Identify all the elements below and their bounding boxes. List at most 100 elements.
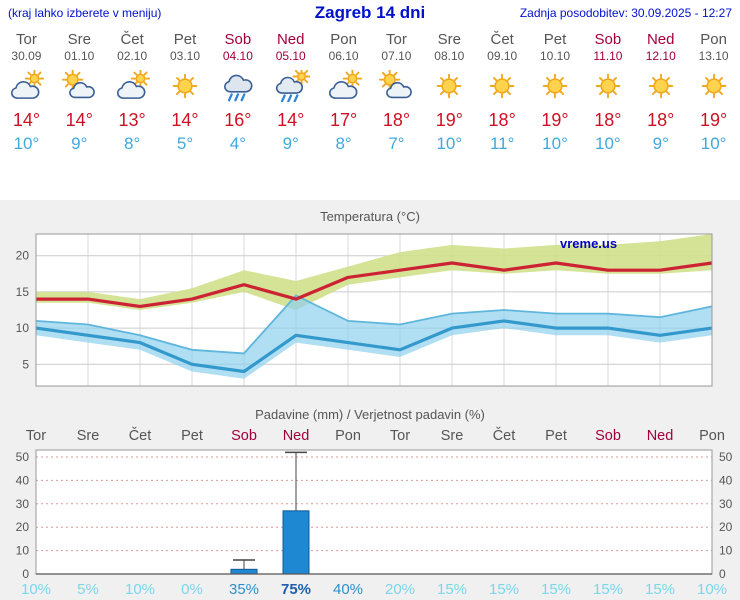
day-date: 30.09 xyxy=(11,49,42,63)
day-temp-max: 18° xyxy=(594,110,622,130)
day-name: Sre xyxy=(437,31,461,48)
precip-probability: 10% xyxy=(125,581,155,598)
precip-probability: 35% xyxy=(229,581,259,598)
precip-y-tick-left: 20 xyxy=(16,520,30,534)
sunny-icon xyxy=(172,73,198,99)
day-column: Pet 03.10 14° 5° xyxy=(159,26,212,174)
precip-day-label: Čet xyxy=(493,427,516,444)
weather-icon-slot xyxy=(106,70,159,106)
cloud-sun-icon xyxy=(11,70,45,99)
page-title: Zagreb 14 dni xyxy=(314,3,426,22)
day-name: Tor xyxy=(386,31,407,48)
day-date: 04.10 xyxy=(222,49,253,63)
day-name: Sob xyxy=(594,31,622,48)
sunny-icon xyxy=(489,73,515,99)
temp-y-tick: 15 xyxy=(16,285,30,299)
precip-y-tick-right: 40 xyxy=(719,473,733,487)
min-temperature-line xyxy=(35,319,713,374)
weather-icon-slot xyxy=(159,70,212,106)
sunny-icon xyxy=(542,73,568,99)
temperature-chart: 5 10 15 20 vreme.us xyxy=(16,233,713,387)
precip-y-tick-left: 30 xyxy=(16,497,30,511)
precip-y-tick-right: 30 xyxy=(719,497,733,511)
day-date: 09.10 xyxy=(487,49,518,63)
day-temp-min: 4° xyxy=(229,134,246,153)
day-date: 01.10 xyxy=(64,49,95,63)
day-temp-max: 19° xyxy=(541,110,569,130)
precip-day-label: Sre xyxy=(77,428,100,444)
day-column: Sob 04.10 16° 4° xyxy=(211,26,264,174)
day-temp-min: 10° xyxy=(595,134,621,153)
day-temp-max: 14° xyxy=(12,110,41,130)
precip-y-tick-right: 10 xyxy=(719,544,733,558)
day-temp-min: 7° xyxy=(388,134,405,153)
day-name: Čet xyxy=(120,31,144,48)
sunny-icon xyxy=(437,73,462,99)
temp-y-tick: 20 xyxy=(16,249,30,263)
day-column: Ned 05.10 14° 9° xyxy=(264,26,317,174)
precip-day-label: Tor xyxy=(26,428,46,444)
precip-y-tick-right: 50 xyxy=(719,450,733,464)
precip-day-label: Sre xyxy=(441,428,464,444)
weather-icon-slot xyxy=(264,70,317,106)
weather-icon-slot xyxy=(0,70,53,106)
day-temp-max: 14° xyxy=(171,110,199,130)
day-temp-max: 19° xyxy=(435,110,463,130)
day-name: Pon xyxy=(330,31,357,48)
day-name: Sob xyxy=(224,31,252,48)
day-temp-max: 18° xyxy=(647,110,675,130)
day-column: Sob 11.10 18° 10° xyxy=(581,26,634,174)
day-name: Čet xyxy=(490,31,514,48)
cloud-sun-icon xyxy=(328,70,362,99)
precip-probability: 15% xyxy=(437,581,467,598)
precip-day-label: Pon xyxy=(335,428,361,444)
precip-y-tick-right: 0 xyxy=(719,567,726,581)
day-date: 10.10 xyxy=(540,49,571,63)
day-date: 06.10 xyxy=(328,49,359,63)
vreme-us-watermark[interactable]: vreme.us xyxy=(560,236,617,251)
precip-day-label: Sob xyxy=(231,428,257,444)
day-temp-min: 8° xyxy=(124,134,141,153)
day-temp-max: 17° xyxy=(329,110,358,130)
precip-probability: 10% xyxy=(21,581,51,598)
precip-day-label: Tor xyxy=(390,428,410,444)
header-bar: (kraj lahko izberete v meniju) Zagreb 14… xyxy=(0,0,740,26)
precip-day-label: Ned xyxy=(283,428,310,444)
day-column: Pon 13.10 19° 10° xyxy=(687,26,740,174)
sunny-icon xyxy=(648,73,673,99)
precip-y-tick-left: 40 xyxy=(16,473,30,487)
weather-icon-slot xyxy=(423,70,476,106)
precip-probability: 15% xyxy=(645,581,675,598)
day-temp-max: 16° xyxy=(224,110,252,130)
day-date: 07.10 xyxy=(381,49,412,63)
precip-day-label: Pet xyxy=(545,428,567,444)
precip-probability: 15% xyxy=(489,581,519,598)
precip-y-tick-left: 50 xyxy=(16,450,30,464)
day-column: Sre 01.10 14° 9° xyxy=(53,26,106,174)
day-temp-min: 10° xyxy=(542,134,568,153)
spacer xyxy=(0,174,740,200)
precip-probability: 0% xyxy=(181,581,203,598)
weather-icon-slot xyxy=(634,70,687,106)
precip-day-label: Sob xyxy=(595,428,621,444)
weather-icon-slot xyxy=(317,70,370,106)
day-temp-min: 11° xyxy=(489,134,515,153)
sun-cloud-icon xyxy=(379,70,413,99)
showers-icon xyxy=(275,70,310,102)
day-temp-max: 14° xyxy=(277,110,305,130)
temperature-chart-title: Temperatura (°C) xyxy=(320,209,420,224)
precip-day-label: Pon xyxy=(699,428,725,444)
day-temp-max: 18° xyxy=(382,110,411,130)
precip-probability: 5% xyxy=(77,581,99,598)
precip-probability: 75% xyxy=(281,581,311,598)
day-column: Tor 07.10 18° 7° xyxy=(370,26,423,174)
weather-icon-slot xyxy=(476,70,529,106)
day-date: 02.10 xyxy=(117,49,148,63)
precipitation-chart: Tor Sre Čet Pet Sob Ned Pon Tor Sre Čet Pet Sob Ned P… xyxy=(16,427,733,598)
day-temp-max: 14° xyxy=(65,110,93,130)
day-temp-max: 13° xyxy=(118,110,146,130)
day-date: 03.10 xyxy=(169,49,201,63)
precip-y-tick-left: 10 xyxy=(16,544,30,558)
rain-icon xyxy=(223,74,253,102)
day-column: Čet 09.10 18° 11° xyxy=(476,26,529,174)
